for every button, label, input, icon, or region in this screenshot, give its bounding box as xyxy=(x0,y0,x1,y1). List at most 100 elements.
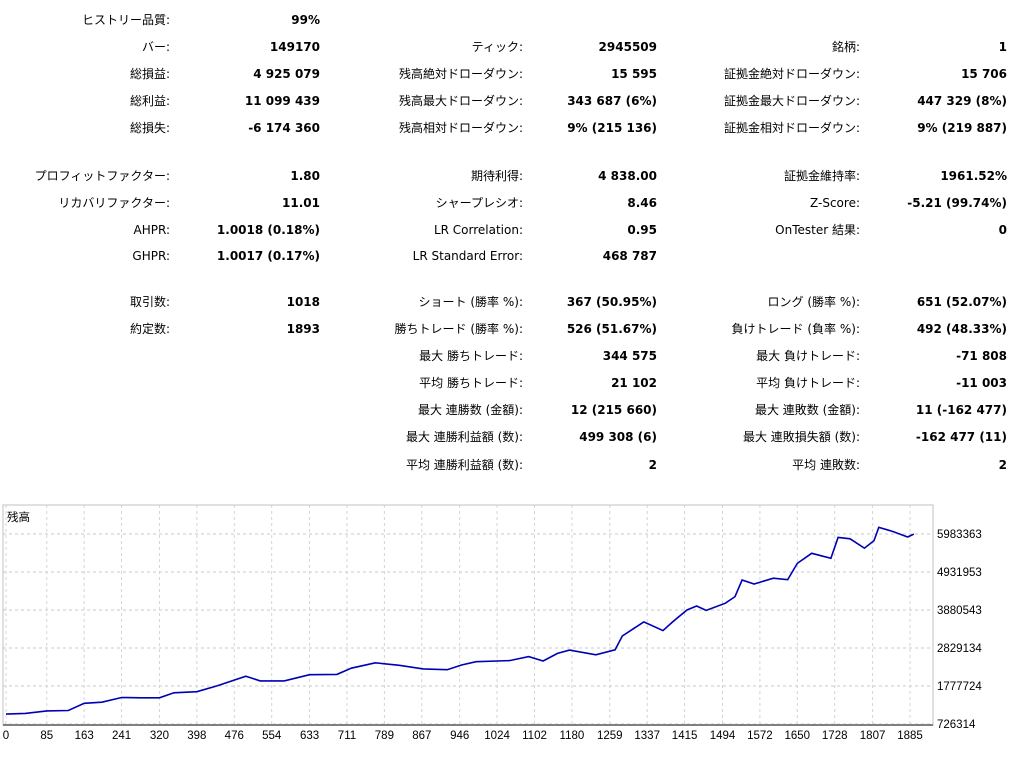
stat-value: 11 099 439 xyxy=(244,94,320,108)
stat-label: ロング (勝率 %): xyxy=(767,295,860,309)
stat-label: 残高最大ドローダウン: xyxy=(398,94,523,108)
stat-label: 期待利得: xyxy=(470,169,523,183)
x-tick-label: 789 xyxy=(375,730,394,742)
x-tick-label: 633 xyxy=(300,730,319,742)
stat-value: 15 595 xyxy=(611,67,657,81)
stat-value: 8.46 xyxy=(627,196,657,210)
x-tick-label: 711 xyxy=(338,730,356,742)
stat-value: 651 (52.07%) xyxy=(916,295,1007,309)
x-tick-label: 1885 xyxy=(897,730,923,742)
stat-label: 最大 連勝数 (金額): xyxy=(417,403,523,417)
stat-label: OnTester 結果: xyxy=(775,223,860,237)
balance-chart: 残高 5983363 4931953 3880543 2829134 1777724 72… xyxy=(2,504,982,742)
stat-label: 勝ちトレード (勝率 %): xyxy=(394,322,523,336)
stat-value: 9% (215 136) xyxy=(567,121,657,135)
stat-label: 残高相対ドローダウン: xyxy=(398,121,523,135)
stat-value: 447 329 (8%) xyxy=(917,94,1007,108)
stat-value: 2 xyxy=(648,458,657,472)
stat-value: 1.0017 (0.17%) xyxy=(216,249,320,263)
y-tick-label: 2829134 xyxy=(937,643,982,655)
balance-line xyxy=(5,526,915,715)
stat-label: リカバリファクター: xyxy=(58,196,170,210)
x-tick-label: 1807 xyxy=(860,730,886,742)
stat-label: ヒストリー品質: xyxy=(81,13,170,27)
stat-label: 総損失: xyxy=(129,121,170,135)
stat-value: -162 477 (11) xyxy=(915,430,1007,444)
y-tick-label: 4931953 xyxy=(937,567,982,579)
x-tick-label: 1180 xyxy=(560,730,585,742)
x-tick-label: 867 xyxy=(412,730,431,742)
stat-value: 367 (50.95%) xyxy=(566,295,657,309)
x-tick-label: 1024 xyxy=(484,730,510,742)
y-tick-label: 3880543 xyxy=(937,605,982,617)
x-tick-label: 1415 xyxy=(672,730,698,742)
stat-label: 銘柄: xyxy=(831,40,860,54)
stat-label: ティック: xyxy=(471,40,523,54)
stat-value: 526 (51.67%) xyxy=(566,322,657,336)
stat-value: 99% xyxy=(291,13,320,27)
stat-label: 残高絶対ドローダウン: xyxy=(398,67,523,81)
x-tick-label: 163 xyxy=(75,730,94,742)
stat-value: 0 xyxy=(998,223,1007,237)
stat-value: -11 003 xyxy=(956,376,1007,390)
stat-value: 1 xyxy=(998,40,1007,54)
x-tick-label: 320 xyxy=(150,730,169,742)
stat-value: 344 575 xyxy=(602,349,657,363)
x-tick-label: 554 xyxy=(262,730,282,742)
x-tick-label: 1728 xyxy=(822,730,848,742)
stat-value: 4 925 079 xyxy=(253,67,320,81)
x-tick-label: 85 xyxy=(40,730,53,742)
stat-label: 最大 連敗数 (金額): xyxy=(754,403,860,417)
stat-label: 総利益: xyxy=(129,94,170,108)
x-tick-label: 1494 xyxy=(710,730,736,742)
stat-value: 0.95 xyxy=(627,223,657,237)
stat-label: 証拠金維持率: xyxy=(783,169,860,183)
stat-label: 最大 連勝利益額 (数): xyxy=(405,430,523,444)
stat-label: 最大 連敗損失額 (数): xyxy=(742,430,860,444)
stat-label: LR Standard Error: xyxy=(412,249,523,263)
stat-value: -5.21 (99.74%) xyxy=(907,196,1007,210)
stat-label: 総損益: xyxy=(129,67,170,81)
x-tick-label: 1102 xyxy=(522,730,547,742)
y-tick-label: 726314 xyxy=(937,719,976,731)
plot-area xyxy=(2,504,934,726)
stat-label: プロフィットファクター: xyxy=(34,169,170,183)
stat-label: バー: xyxy=(141,40,170,54)
x-tick-label: 946 xyxy=(450,730,469,742)
x-tick-label: 1337 xyxy=(634,730,660,742)
stat-label: 平均 負けトレード: xyxy=(756,376,860,390)
stat-value: 4 838.00 xyxy=(598,169,657,183)
stat-label: AHPR: xyxy=(133,223,170,237)
x-tick-label: 398 xyxy=(187,730,206,742)
stat-value: 468 787 xyxy=(602,249,657,263)
x-tick-label: 1572 xyxy=(747,730,773,742)
stat-value: 1961.52% xyxy=(940,169,1007,183)
chart-title: 残高 xyxy=(7,510,30,524)
stat-value: 499 308 (6) xyxy=(579,430,657,444)
stat-label: 取引数: xyxy=(129,295,170,309)
stat-label: ショート (勝率 %): xyxy=(418,295,523,309)
stat-label: 平均 勝ちトレード: xyxy=(419,376,523,390)
x-tick-label: 0 xyxy=(3,730,9,742)
y-tick-label: 5983363 xyxy=(937,529,982,541)
stat-value: 1.0018 (0.18%) xyxy=(216,223,320,237)
x-tick-label: 241 xyxy=(112,730,131,742)
stat-value: 9% (219 887) xyxy=(917,121,1007,135)
stat-value: -6 174 360 xyxy=(248,121,320,135)
stat-value: 11 (-162 477) xyxy=(915,403,1007,417)
stat-label: 平均 連勝利益額 (数): xyxy=(405,458,523,472)
stat-value: 1018 xyxy=(286,295,320,309)
x-tick-label: 476 xyxy=(225,730,244,742)
stat-value: 2945509 xyxy=(598,40,657,54)
stat-label: GHPR: xyxy=(132,249,170,263)
stat-value: 343 687 (6%) xyxy=(567,94,657,108)
stat-value: 11.01 xyxy=(282,196,320,210)
stat-value: 12 (215 660) xyxy=(570,403,657,417)
stat-value: -71 808 xyxy=(956,349,1007,363)
stat-value: 2 xyxy=(998,458,1007,472)
stat-value: 15 706 xyxy=(961,67,1007,81)
stat-value: 149170 xyxy=(269,40,320,54)
stat-value: 1893 xyxy=(286,322,320,336)
stat-label: LR Correlation: xyxy=(433,223,523,237)
stat-value: 1.80 xyxy=(290,169,320,183)
